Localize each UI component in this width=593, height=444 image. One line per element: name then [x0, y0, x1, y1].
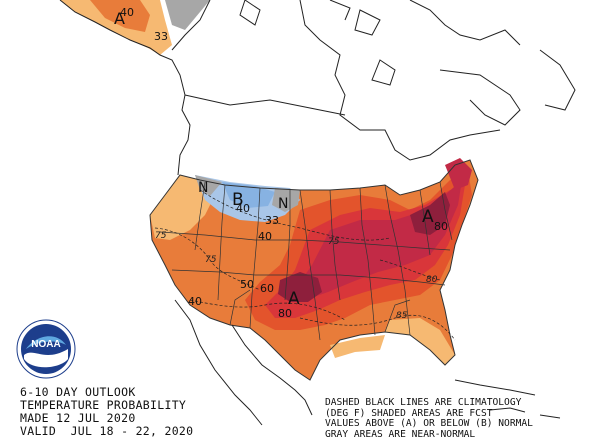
label-above-east: A	[422, 207, 434, 227]
made-date: MADE 12 JUL 2020	[20, 411, 136, 425]
product-subtitle: TEMPERATURE PROBABILITY	[20, 398, 187, 412]
category-letters: A B N N A A	[114, 9, 434, 309]
prob-60-plains: 60	[260, 282, 274, 295]
clim-75-rockies: 75	[205, 255, 217, 265]
valid-dates: VALID JUL 18 - 22, 2020	[20, 424, 194, 438]
clim-75-west: 75	[155, 231, 167, 241]
clim-85-south: 85	[396, 311, 408, 321]
legend-line-4: GRAY AREAS ARE NEAR-NORMAL	[325, 428, 476, 440]
prob-33-alaska: 33	[154, 30, 168, 43]
state-outlines	[149, 159, 479, 381]
climatology-labels: 75 75 75 85 80	[155, 231, 438, 321]
product-title: 6-10 DAY OUTLOOK	[20, 385, 136, 399]
noaa-logo: NOAA	[16, 319, 76, 379]
label-near-normal-1: N	[198, 180, 208, 196]
prob-50-plains: 50	[240, 278, 254, 291]
legend-note: DASHED BLACK LINES ARE CLIMATOLOGY (DEG …	[325, 397, 533, 440]
prob-33-north: 33	[265, 214, 279, 227]
legend-line-3: VALUES ABOVE (A) OR BELOW (B) NORMAL	[325, 418, 533, 429]
legend-line-1: DASHED BLACK LINES ARE CLIMATOLOGY	[325, 397, 522, 408]
mexico-outline	[174, 299, 561, 426]
probability-labels: 40 33 40 33 40 80 80 60 50 40	[120, 6, 448, 320]
label-above-alaska: A	[114, 9, 125, 28]
prob-40-south: 40	[188, 295, 202, 308]
prob-40-north: 40	[236, 202, 250, 215]
prob-40-alaska: 40	[120, 6, 134, 19]
label-below-north: B	[232, 190, 244, 210]
legend-line-2: (DEG F) SHADED AREAS ARE FCST	[325, 407, 493, 419]
canada-outline	[59, 0, 576, 176]
noaa-logo-text: NOAA	[31, 339, 60, 350]
alaska-shading	[60, 0, 210, 55]
prob-80-east: 80	[434, 220, 448, 233]
product-info: 6-10 DAY OUTLOOK TEMPERATURE PROBABILITY…	[20, 386, 193, 438]
clim-80-southeast: 80	[426, 275, 438, 285]
clim-75-central: 75	[328, 237, 340, 247]
climatology-lines	[154, 189, 456, 341]
label-above-plains: A	[288, 289, 300, 309]
prob-40-north2: 40	[258, 230, 272, 243]
label-near-normal-2: N	[278, 196, 288, 212]
prob-80-plains: 80	[278, 307, 292, 320]
usa-shading	[150, 158, 478, 380]
